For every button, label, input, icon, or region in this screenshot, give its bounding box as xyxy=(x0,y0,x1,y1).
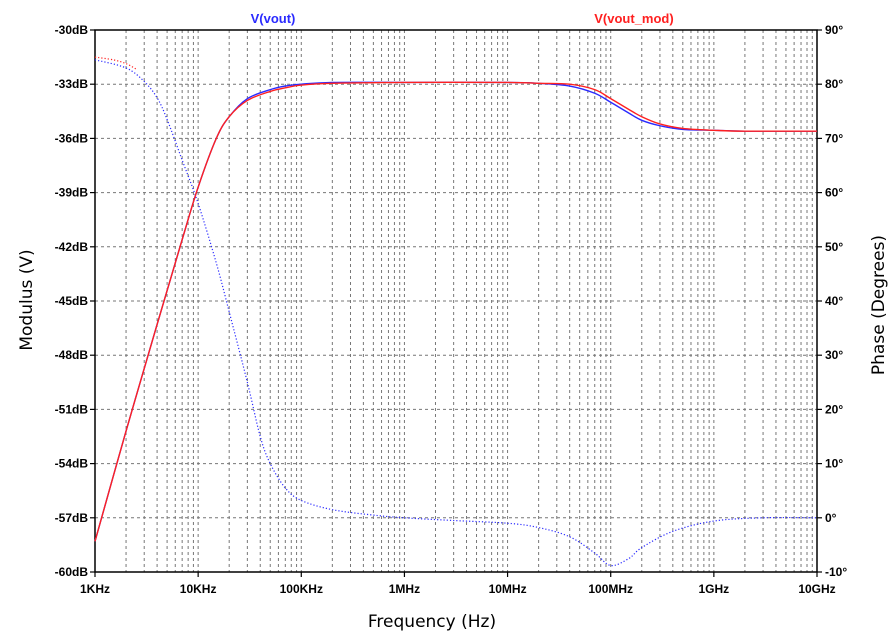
y-left-tick-label: -57dB xyxy=(55,511,89,525)
y-right-tick-labels: 90° 80° 70° 60° 50° 40° 30° 20° 10° 0° -10° xyxy=(817,23,847,579)
y-left-tick-label: -45dB xyxy=(55,294,89,308)
y-right-tick-label: 50° xyxy=(825,240,843,254)
y-right-axis-title: Phase (Degrees) xyxy=(869,235,889,375)
x-tick-label: 1MHz xyxy=(389,582,420,596)
legend-entry: V(vout_mod) xyxy=(594,11,673,26)
legend-entry: V(vout) xyxy=(251,11,296,26)
y-right-tick-label: 10° xyxy=(825,457,843,471)
y-left-tick-label: -30dB xyxy=(55,23,89,37)
curves xyxy=(94,56,818,567)
y-right-tick-label: 80° xyxy=(825,77,843,91)
phase-curve-vout xyxy=(94,59,818,567)
y-right-tick-label: 20° xyxy=(825,402,843,416)
y-left-tick-label: -33dB xyxy=(55,77,89,91)
x-tick-label: 10MHz xyxy=(489,582,527,596)
y-right-tick-label: 70° xyxy=(825,131,843,145)
y-left-tick-label: -39dB xyxy=(55,186,89,200)
x-tick-label: 100MHz xyxy=(588,582,633,596)
y-left-tick-labels: -30dB -33dB -36dB -39dB -42dB -45dB -48dB -51dB… xyxy=(55,23,95,579)
y-left-tick-label: -54dB xyxy=(55,457,89,471)
y-right-tick-label: 0° xyxy=(825,511,837,525)
y-left-tick-label: -60dB xyxy=(55,565,89,579)
legend: V(vout) V(vout_mod) xyxy=(251,11,674,26)
y-left-tick-label: -48dB xyxy=(55,348,89,362)
y-left-tick-label: -36dB xyxy=(55,131,89,145)
y-right-tick-label: 30° xyxy=(825,348,843,362)
x-tick-label: 1KHz xyxy=(80,582,110,596)
x-tick-label: 100KHz xyxy=(280,582,323,596)
x-tick-label: 10GHz xyxy=(798,582,835,596)
x-tick-label: 10KHz xyxy=(180,582,217,596)
y-left-axis-title: Modulus (V) xyxy=(17,249,37,350)
grid xyxy=(95,30,817,572)
y-right-tick-label: 60° xyxy=(825,186,843,200)
y-right-tick-label: -10° xyxy=(825,565,847,579)
x-axis-title: Frequency (Hz) xyxy=(368,612,496,632)
y-right-tick-label: 90° xyxy=(825,23,843,37)
x-tick-label: 1GHz xyxy=(699,582,730,596)
y-left-tick-label: -42dB xyxy=(55,240,89,254)
magnitude-curve-vout-mod xyxy=(94,81,818,542)
y-left-tick-label: -51dB xyxy=(55,402,89,416)
y-right-tick-label: 40° xyxy=(825,294,843,308)
x-tick-labels: 1KHz 10KHz 100KHz 1MHz 10MHz 100MHz 1GHz 10GHz xyxy=(80,572,836,596)
